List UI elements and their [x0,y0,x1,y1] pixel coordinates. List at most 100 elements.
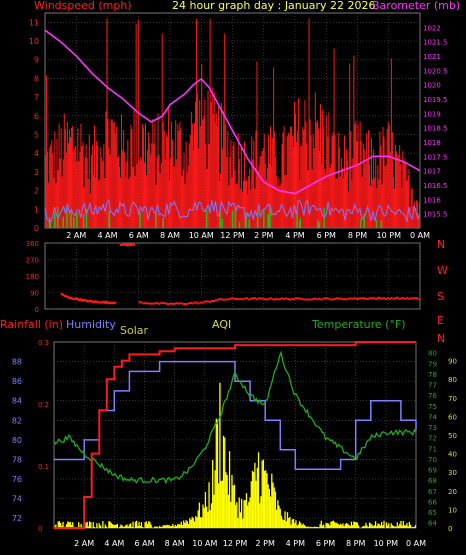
compass-label: N [437,238,445,251]
direction-point [236,298,239,301]
wind-x-tick-label: 8 AM [160,231,180,240]
humidity-tick-label: 78 [12,455,22,464]
wind-tick-label: 9 [34,56,39,65]
direction-point [263,298,266,301]
direction-point [193,301,196,304]
direction-point [207,300,210,303]
direction-point [222,298,225,301]
solar-tick-label: 20 [448,488,457,496]
direction-point [265,298,268,301]
direction-point [324,297,327,300]
direction-point [162,302,165,305]
direction-point [298,297,301,300]
direction-point [209,300,212,303]
solar-tick-label: 60 [448,413,457,421]
humidity-tick-label: 86 [12,377,22,386]
direction-point [308,298,311,301]
direction-tick-label: 0 [35,306,39,314]
wind-tick-label: 2 [34,187,39,196]
direction-point [199,301,202,304]
direction-point [79,297,82,300]
direction-point [257,297,260,300]
climate-x-tick-label: 12 PM [223,539,248,548]
direction-point [296,297,299,300]
wind-x-tick-label: 12 PM [220,231,245,240]
wind-tick-label: 4 [34,149,39,158]
temperature-tick-label: 72 [428,435,437,443]
legend-label: Solar [120,324,149,337]
temperature-tick-label: 70 [428,456,437,464]
direction-point [187,302,190,305]
direction-point [240,298,243,301]
rain-tick-label: 0.2 [38,401,49,409]
barometer-tick-label: 1022 [423,24,441,32]
direction-point [320,298,323,301]
wind-tick-label: 8 [34,74,39,83]
direction-point [242,298,245,301]
legend-label: Temperature (°F) [311,318,406,331]
direction-point [168,303,171,306]
direction-point [343,298,346,301]
direction-point [158,302,161,305]
direction-point [228,298,231,301]
direction-point [269,297,272,300]
direction-point [310,298,313,301]
direction-point [314,297,317,300]
temperature-tick-label: 71 [428,445,437,453]
solar-tick-label: 50 [448,432,457,440]
direction-point [386,297,389,300]
direction-point [224,298,227,301]
wind-x-tick-label: 10 PM [377,231,402,240]
barometer-tick-label: 1020.5 [423,67,448,75]
humidity-tick-label: 76 [12,475,22,484]
direction-point [156,301,159,304]
wind-tick-label: 5 [34,131,39,140]
barometer-tick-label: 1020 [423,82,441,90]
direction-point [291,297,294,300]
direction-point [271,298,274,301]
direction-point [345,298,348,301]
temperature-tick-label: 80 [428,350,437,358]
direction-point [160,301,163,304]
solar-tick-label: 70 [448,395,457,403]
direction-point [384,298,387,301]
direction-point [334,298,337,301]
wind-x-tick-label: 10 AM [189,231,214,240]
rain-tick-label: 0.3 [38,339,49,347]
direction-point [377,296,380,299]
wind-x-tick-label: 4 PM [285,231,304,240]
direction-point [330,298,333,301]
temperature-tick-label: 78 [428,371,437,379]
climate-x-tick-label: 10 PM [374,539,399,548]
direction-point [406,296,409,299]
direction-point [171,302,174,305]
direction-point [216,298,219,301]
climate-x-tick-label: 0 AM [406,539,426,548]
wind-x-tick-label: 6 AM [129,231,149,240]
rain-tick-label: 0.1 [38,463,49,471]
direction-point [365,297,368,300]
direction-point [351,297,354,300]
wind-panel-frame [44,12,421,229]
rainfall-line [54,341,416,529]
humidity-tick-label: 72 [12,514,22,523]
direction-tick-label: 180 [26,273,39,281]
compass-label: E [437,314,444,327]
barometer-tick-label: 1019.5 [423,96,448,104]
direction-point [414,297,417,300]
wind-x-tick-label: 2 PM [254,231,273,240]
direction-point [396,296,399,299]
direction-point [212,299,215,302]
compass-label: N [437,332,445,345]
barometer-tick-label: 1018.5 [423,125,448,133]
temperature-tick-label: 66 [428,498,437,506]
solar-tick-label: 30 [448,469,457,477]
direction-point [394,297,397,300]
temperature-tick-label: 64 [428,520,437,528]
direction-tick-label: 360 [26,240,39,248]
direction-point [255,298,258,301]
direction-point [332,298,335,301]
direction-point [369,297,372,300]
direction-point [175,302,178,305]
barometer-tick-label: 1021.5 [423,39,448,47]
